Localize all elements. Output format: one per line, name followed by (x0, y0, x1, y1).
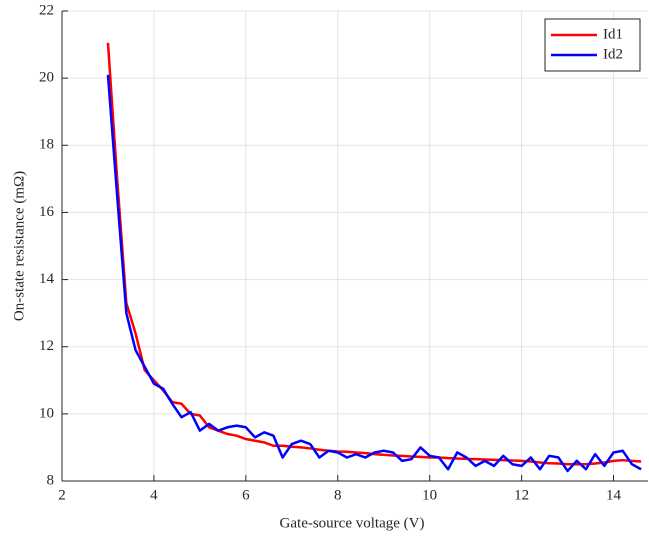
y-tick-label: 18 (39, 137, 54, 153)
data-line (106, 74, 642, 473)
x-tick-label: 10 (422, 487, 437, 503)
y-tick-label: 12 (39, 338, 54, 354)
x-tick-label: 4 (150, 487, 158, 503)
data-line (106, 42, 642, 466)
y-tick-label: 16 (39, 204, 55, 220)
legend-box (544, 18, 641, 72)
y-tick-label: 10 (39, 405, 54, 421)
x-tick-label: 2 (58, 487, 66, 503)
y-tick-label: 22 (39, 2, 54, 18)
legend-label: Id2 (603, 46, 623, 62)
x-tick-label: 14 (606, 487, 622, 503)
x-tick-label: 8 (334, 487, 342, 503)
y-tick-label: 14 (39, 271, 55, 287)
y-tick-label: 8 (47, 472, 55, 488)
x-axis-label: Gate-source voltage (V) (280, 515, 425, 531)
y-axis-label: On-state resistance (mΩ) (11, 171, 27, 321)
x-tick-label: 12 (514, 487, 529, 503)
y-tick-label: 20 (39, 70, 54, 86)
x-tick-label: 6 (242, 487, 250, 503)
legend-label: Id1 (603, 26, 623, 42)
